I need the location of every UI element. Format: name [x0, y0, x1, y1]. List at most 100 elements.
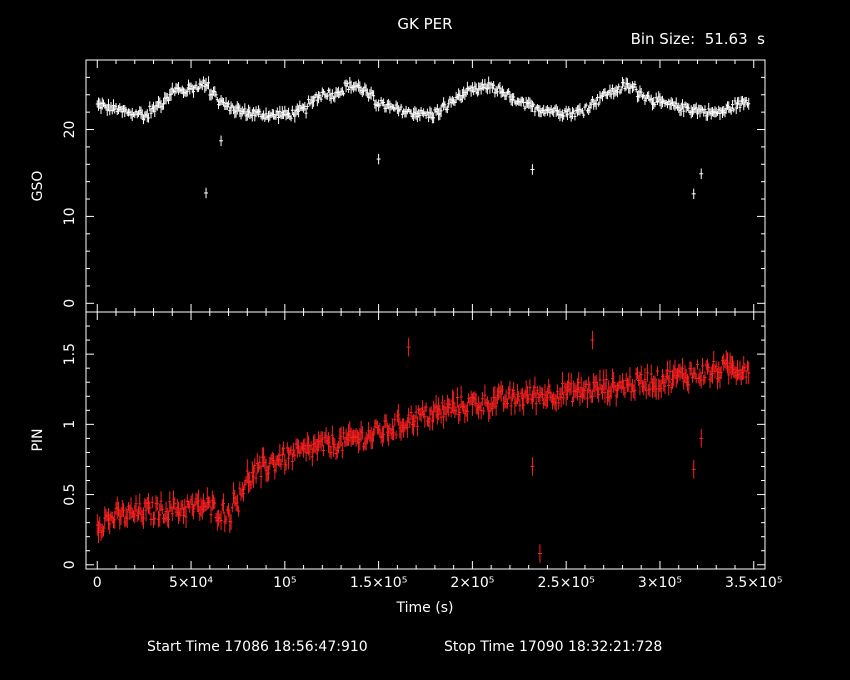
pin-point: [289, 445, 293, 456]
x-tick-labels: 0 5×10⁴ 10⁵ 1.5×10⁵ 2×10⁵ 2.5×10⁵ 3×10⁵ 3.5×10⁵: [93, 575, 783, 591]
pin-point: [597, 386, 601, 403]
pin-point: [160, 504, 164, 515]
pin-point: [122, 503, 126, 518]
gso-point: [114, 103, 118, 110]
pin-point: [602, 369, 606, 391]
pin-point: [278, 444, 282, 468]
gso-point: [342, 91, 346, 97]
pin-point: [559, 387, 563, 408]
y-tick-label: 10: [62, 207, 78, 225]
pin-point: [405, 416, 409, 438]
pin-point: [180, 499, 184, 511]
pin-outlier-point: [530, 457, 535, 476]
pin-point: [249, 480, 253, 490]
pin-point: [378, 423, 382, 438]
pin-point: [408, 417, 412, 428]
pin-point: [712, 350, 716, 373]
pin-point: [569, 373, 573, 395]
gso-point: [378, 102, 382, 108]
y-tick-label: 0: [62, 299, 78, 308]
pin-point: [245, 459, 249, 483]
pin-point: [237, 505, 241, 517]
pin-point: [329, 446, 333, 459]
pin-point: [533, 376, 537, 399]
pin-point: [609, 383, 613, 400]
gso-point: [409, 109, 413, 118]
gso-point: [595, 94, 599, 102]
gso-point: [214, 91, 218, 98]
gso-point: [432, 112, 436, 124]
pin-point: [444, 406, 448, 422]
y-tick-label: 1.5: [62, 343, 78, 365]
gso-point: [729, 106, 733, 115]
pin-point: [534, 392, 538, 416]
gso-point: [738, 102, 742, 113]
pin-point: [577, 372, 581, 393]
pin-point: [339, 426, 343, 447]
gso-point: [200, 81, 204, 91]
bottom-y-axis-label: PIN: [30, 428, 46, 451]
pin-point: [585, 388, 589, 409]
gso-point: [382, 98, 386, 107]
pin-series: [95, 330, 751, 563]
y-tick-label: 0: [62, 560, 78, 569]
gso-point: [622, 78, 626, 87]
pin-point: [643, 368, 647, 391]
pin-point: [639, 365, 643, 384]
pin-point: [155, 496, 159, 511]
pin-point: [173, 497, 177, 511]
pin-point: [129, 497, 133, 519]
gso-point: [523, 105, 527, 111]
pin-point: [703, 371, 707, 384]
gso-point: [264, 107, 268, 121]
gso-point: [694, 102, 698, 114]
gso-point: [532, 102, 536, 108]
pin-point: [393, 413, 397, 427]
pin-point: [693, 367, 697, 380]
pin-point: [253, 458, 257, 474]
pin-point: [388, 423, 392, 434]
pin-point: [134, 495, 138, 513]
bottom-y-tick-labels: 0 0.5 1 1.5: [62, 343, 78, 569]
gso-outlier-point: [691, 188, 696, 200]
gso-point: [642, 92, 646, 99]
pin-point: [384, 414, 388, 428]
pin-point: [420, 400, 424, 416]
pin-point: [535, 385, 539, 395]
gso-point: [347, 86, 351, 93]
pin-point: [153, 511, 157, 526]
pin-point: [392, 425, 396, 441]
gso-point: [133, 111, 137, 118]
pin-outlier-point: [699, 429, 704, 448]
gso-point: [597, 101, 601, 107]
x-tick-label: 2×10⁵: [450, 575, 494, 591]
pin-point: [192, 504, 196, 520]
bin-size-label: Bin Size: 51.63 s: [631, 30, 766, 48]
pin-point: [710, 363, 714, 384]
pin-point: [560, 372, 564, 395]
gso-point: [512, 92, 516, 101]
pin-point: [222, 493, 226, 514]
pin-point: [654, 378, 658, 400]
pin-point: [415, 416, 419, 437]
pin-point: [598, 369, 602, 391]
pin-point: [423, 405, 427, 428]
pin-point: [490, 401, 494, 416]
gso-point: [495, 87, 499, 97]
x-tick-label: 5×10⁴: [169, 575, 213, 591]
pin-point: [482, 406, 486, 416]
pin-point: [689, 362, 693, 376]
pin-point: [512, 382, 516, 399]
pin-point: [184, 505, 188, 529]
pin-point: [442, 405, 446, 429]
pin-point: [557, 396, 561, 410]
pin-point: [150, 496, 154, 509]
gso-point: [443, 101, 447, 109]
gso-point: [293, 109, 297, 123]
pin-point: [747, 361, 751, 385]
pin-point: [695, 359, 699, 370]
pin-point: [448, 399, 452, 410]
pin-point: [454, 406, 458, 416]
pin-point: [663, 378, 667, 394]
pin-point: [149, 513, 153, 526]
